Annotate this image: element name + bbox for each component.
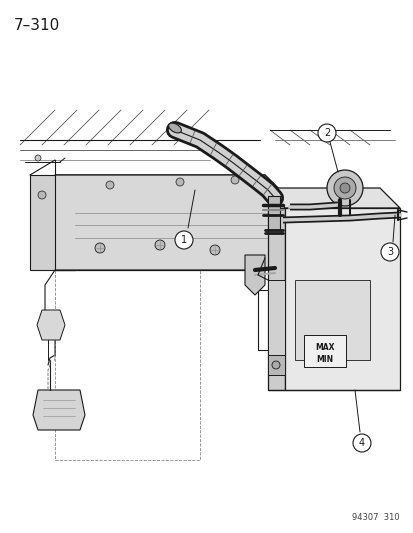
Polygon shape <box>284 208 399 390</box>
Polygon shape <box>244 255 264 295</box>
Circle shape <box>35 155 41 161</box>
Circle shape <box>271 361 279 369</box>
Polygon shape <box>55 175 284 195</box>
Polygon shape <box>267 188 399 208</box>
Text: 3: 3 <box>386 247 392 257</box>
Text: 94307  310: 94307 310 <box>351 513 399 522</box>
Circle shape <box>175 231 192 249</box>
Text: 2: 2 <box>323 128 329 138</box>
Circle shape <box>352 434 370 452</box>
Circle shape <box>95 243 105 253</box>
Polygon shape <box>55 175 284 270</box>
Text: 1: 1 <box>180 235 187 245</box>
Circle shape <box>333 177 355 199</box>
Polygon shape <box>30 175 55 270</box>
Polygon shape <box>55 195 75 270</box>
Circle shape <box>326 170 362 206</box>
Polygon shape <box>267 280 284 360</box>
Circle shape <box>154 240 165 250</box>
Polygon shape <box>267 355 284 375</box>
Circle shape <box>38 191 46 199</box>
Polygon shape <box>37 310 65 340</box>
Ellipse shape <box>168 123 181 133</box>
Circle shape <box>230 176 238 184</box>
Text: 4: 4 <box>358 438 364 448</box>
Circle shape <box>339 183 349 193</box>
Text: MIN: MIN <box>316 354 333 364</box>
Text: 7–310: 7–310 <box>14 18 60 33</box>
Circle shape <box>209 245 219 255</box>
Polygon shape <box>267 208 284 390</box>
FancyBboxPatch shape <box>303 335 345 367</box>
Text: MAX: MAX <box>314 343 334 351</box>
Polygon shape <box>33 390 85 430</box>
Polygon shape <box>294 280 369 360</box>
Circle shape <box>106 181 114 189</box>
Circle shape <box>317 124 335 142</box>
Circle shape <box>380 243 398 261</box>
Polygon shape <box>267 196 279 230</box>
Circle shape <box>176 178 183 186</box>
